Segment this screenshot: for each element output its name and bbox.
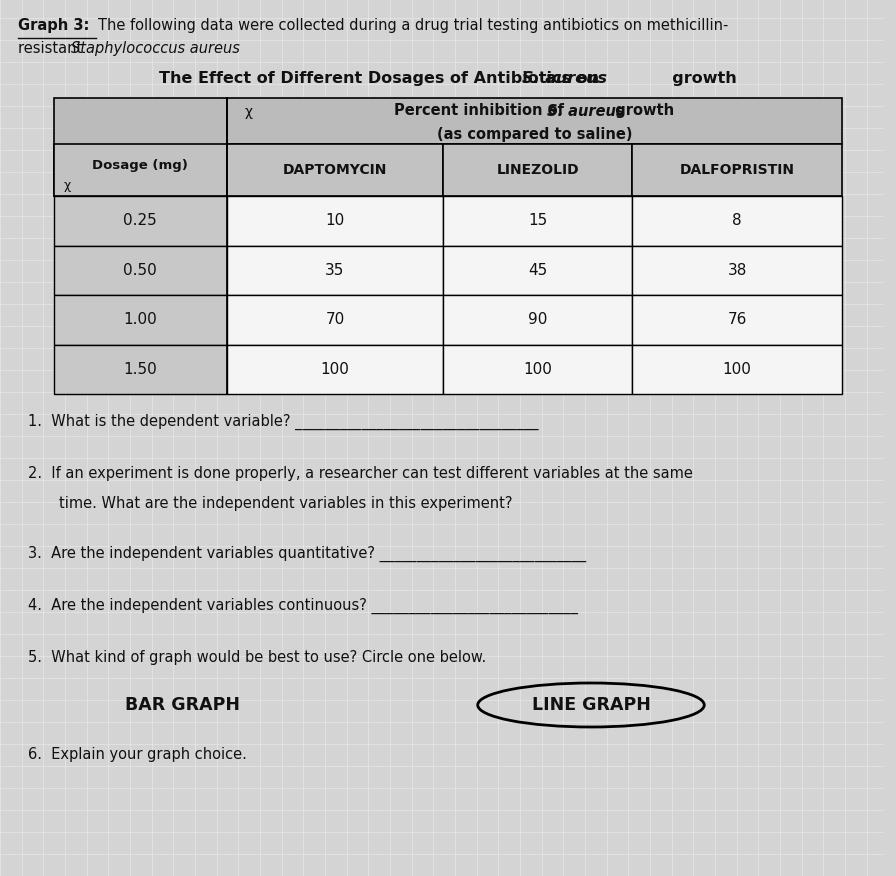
Text: 35: 35 bbox=[325, 263, 345, 278]
Bar bbox=[54, 245, 227, 295]
Bar bbox=[227, 98, 842, 144]
Text: χ: χ bbox=[245, 105, 253, 119]
Text: Graph 3:: Graph 3: bbox=[18, 18, 89, 33]
Bar bbox=[633, 196, 842, 245]
Bar bbox=[227, 344, 444, 394]
Text: 100: 100 bbox=[723, 362, 752, 377]
Text: time. What are the independent variables in this experiment?: time. What are the independent variables… bbox=[59, 496, 513, 511]
Text: 1.  What is the dependent variable? _________________________________: 1. What is the dependent variable? _____… bbox=[28, 414, 538, 430]
Text: 1.50: 1.50 bbox=[124, 362, 157, 377]
Text: 76: 76 bbox=[728, 312, 747, 328]
Text: Dosage (mg): Dosage (mg) bbox=[92, 159, 188, 173]
Bar bbox=[444, 196, 633, 245]
Bar bbox=[54, 98, 227, 196]
Bar bbox=[227, 295, 444, 344]
Text: 6.  Explain your graph choice.: 6. Explain your graph choice. bbox=[28, 747, 246, 762]
Bar bbox=[444, 295, 633, 344]
Text: 70: 70 bbox=[325, 312, 344, 328]
Text: 100: 100 bbox=[523, 362, 552, 377]
Bar bbox=[54, 344, 227, 394]
Bar bbox=[444, 144, 633, 196]
Text: 8: 8 bbox=[732, 213, 742, 229]
Bar bbox=[444, 245, 633, 295]
Text: LINEZOLID: LINEZOLID bbox=[496, 163, 579, 177]
Text: Staphylococcus aureus: Staphylococcus aureus bbox=[71, 41, 240, 56]
Text: Percent inhibition of          growth: Percent inhibition of growth bbox=[394, 103, 675, 118]
Text: 4.  Are the independent variables continuous? ____________________________: 4. Are the independent variables continu… bbox=[28, 598, 578, 614]
Text: DAPTOMYCIN: DAPTOMYCIN bbox=[283, 163, 387, 177]
Text: 0.50: 0.50 bbox=[124, 263, 157, 278]
Text: 3.  Are the independent variables quantitative? ____________________________: 3. Are the independent variables quantit… bbox=[28, 546, 586, 562]
Text: LINE GRAPH: LINE GRAPH bbox=[531, 696, 650, 714]
Text: S. aureus: S. aureus bbox=[521, 71, 607, 86]
Bar bbox=[54, 196, 227, 245]
Text: (as compared to saline): (as compared to saline) bbox=[436, 128, 632, 143]
Bar bbox=[227, 196, 444, 245]
Text: 38: 38 bbox=[728, 263, 747, 278]
Text: 1.00: 1.00 bbox=[124, 312, 157, 328]
Bar bbox=[54, 295, 227, 344]
Text: 15: 15 bbox=[528, 213, 547, 229]
Text: 45: 45 bbox=[528, 263, 547, 278]
Text: χ: χ bbox=[64, 180, 72, 193]
Text: The Effect of Different Dosages of Antibiotics on             growth: The Effect of Different Dosages of Antib… bbox=[159, 71, 737, 86]
Text: resistant: resistant bbox=[18, 41, 87, 56]
Text: S. aureus: S. aureus bbox=[547, 103, 625, 118]
Text: DALFOPRISTIN: DALFOPRISTIN bbox=[680, 163, 795, 177]
Bar bbox=[633, 245, 842, 295]
Text: 5.  What kind of graph would be best to use? Circle one below.: 5. What kind of graph would be best to u… bbox=[28, 650, 486, 665]
Text: 90: 90 bbox=[528, 312, 547, 328]
Text: 2.  If an experiment is done properly, a researcher can test different variables: 2. If an experiment is done properly, a … bbox=[28, 466, 693, 481]
Bar bbox=[227, 245, 444, 295]
Bar bbox=[633, 144, 842, 196]
Text: 10: 10 bbox=[325, 213, 344, 229]
Bar bbox=[54, 144, 227, 196]
Text: 100: 100 bbox=[321, 362, 349, 377]
Text: 0.25: 0.25 bbox=[124, 213, 157, 229]
Bar bbox=[227, 144, 444, 196]
Text: BAR GRAPH: BAR GRAPH bbox=[125, 696, 240, 714]
Bar bbox=[444, 344, 633, 394]
Text: The following data were collected during a drug trial testing antibiotics on met: The following data were collected during… bbox=[99, 18, 728, 33]
Bar bbox=[633, 344, 842, 394]
Bar bbox=[633, 295, 842, 344]
